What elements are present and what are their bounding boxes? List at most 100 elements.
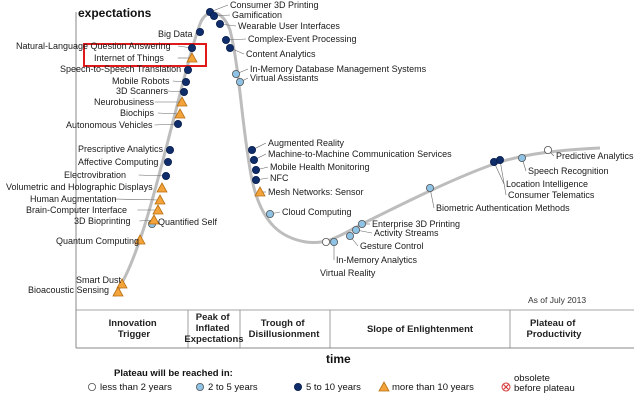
consumer-telematics-marker: [495, 155, 504, 164]
brain-computer-interface-label: Brain-Computer Interface: [26, 205, 127, 215]
augmented-reality-marker: [247, 145, 256, 154]
bioacoustic-sensing-label: Bioacoustic Sensing: [28, 285, 109, 295]
enterprise-3d-printing-label: Enterprise 3D Printing: [372, 219, 460, 229]
internet-of-things-highlight: [83, 43, 207, 67]
internet-of-things-marker: [186, 52, 198, 63]
in-memory-analytics-label: In-Memory Analytics: [336, 255, 418, 265]
mobile-health-monitoring-marker: [251, 165, 260, 174]
legend-5to10-label: 5 to 10 years: [306, 382, 361, 393]
phase-peak: Peak of Inflated Expectations: [184, 312, 243, 345]
activity-streams-marker: [351, 225, 360, 234]
affective-computing-marker: [163, 157, 172, 166]
electrovibration-label: Electrovibration: [64, 170, 126, 180]
wearable-user-interfaces-label: Wearable User Interfaces: [238, 21, 340, 31]
complex-event-processing-marker: [221, 36, 230, 45]
phase-innovation-trigger: Innovation Trigger: [109, 318, 160, 340]
gamification-marker: [209, 11, 218, 20]
in-memory-database-management-systems-label: In-Memory Database Management Systems: [250, 64, 427, 74]
as-of-date: As of July 2013: [528, 295, 586, 305]
machine-to-machine-communication-services-marker: [249, 155, 258, 164]
gesture-control-label: Gesture Control: [360, 241, 424, 251]
legend-5to10-marker: [293, 382, 302, 391]
consumer-3d-printing-label: Consumer 3D Printing: [230, 0, 319, 10]
virtual-assistants-marker: [235, 78, 244, 87]
cloud-computing-label: Cloud Computing: [282, 207, 352, 217]
big-data-marker: [195, 27, 204, 36]
speech-recognition-label: Speech Recognition: [528, 166, 609, 176]
biochips-marker: [174, 108, 186, 119]
volumetric-and-holographic-displays-marker: [156, 182, 168, 193]
speech-to-speech-translation-marker: [183, 66, 192, 75]
biometric-authentication-methods-label: Biometric Authentication Methods: [436, 203, 570, 213]
human-augmentation-marker: [154, 194, 166, 205]
smart-dust-marker: [116, 278, 128, 289]
legend-2to5-label: 2 to 5 years: [208, 382, 258, 393]
mobile-health-monitoring-label: Mobile Health Monitoring: [270, 162, 370, 172]
consumer-telematics-label: Consumer Telematics: [508, 190, 595, 200]
virtual-reality-marker: [321, 237, 330, 246]
enterprise-3d-printing-marker: [357, 219, 366, 228]
volumetric-and-holographic-displays-label: Volumetric and Holographic Displays: [6, 182, 153, 192]
prescriptive-analytics-marker: [165, 145, 174, 154]
wearable-user-interfaces-marker: [215, 19, 224, 28]
cloud-computing-marker: [265, 209, 274, 218]
location-intelligence-label: Location Intelligence: [506, 179, 588, 189]
phase-plateau: Plateau of Productivity: [527, 318, 583, 340]
mesh-networks-sensor-label: Mesh Networks: Sensor: [268, 187, 364, 197]
phase-trough: Trough of Disillusionment: [249, 318, 321, 340]
content-analytics-marker: [225, 44, 234, 53]
bioacoustic-sensing-marker: [112, 286, 124, 297]
mobile-robots-label: Mobile Robots: [112, 76, 170, 86]
electrovibration-marker: [161, 171, 170, 180]
human-augmentation-label: Human Augmentation: [30, 194, 117, 204]
virtual-assistants-label: Virtual Assistants: [250, 73, 319, 83]
natural-language-question-answering-label: Natural-Language Question Answering: [16, 41, 171, 51]
nfc-marker: [251, 175, 260, 184]
y-axis-title: expectations: [78, 6, 152, 20]
mobile-robots-marker: [181, 78, 190, 87]
hype-curve: [112, 11, 601, 297]
prescriptive-analytics-label: Prescriptive Analytics: [78, 144, 164, 154]
legend-obsolete-marker: [501, 382, 511, 392]
autonomous-vehicles-label: Autonomous Vehicles: [66, 120, 153, 130]
brain-computer-interface-marker: [152, 204, 164, 215]
legend-2to5-marker: [195, 382, 204, 391]
affective-computing-label: Affective Computing: [78, 157, 158, 167]
gamification-label: Gamification: [232, 10, 282, 20]
internet-of-things-label: Internet of Things: [94, 53, 164, 63]
biochips-leader: [157, 112, 181, 115]
gesture-control-marker: [345, 231, 354, 240]
quantified-self-label: Quantified Self: [158, 217, 218, 227]
3d-scanners-marker: [179, 88, 188, 97]
speech-recognition-marker: [518, 153, 527, 162]
natural-language-question-answering-marker: [187, 44, 196, 53]
augmented-reality-label: Augmented Reality: [268, 138, 345, 148]
in-memory-analytics-marker: [329, 237, 338, 246]
virtual-reality-label: Virtual Reality: [320, 268, 376, 278]
location-intelligence-leader: [493, 161, 505, 185]
phase-slope: Slope of Enlightenment: [367, 324, 474, 335]
nfc-label: NFC: [270, 173, 289, 183]
machine-to-machine-communication-services-label: Machine-to-Machine Communication Service…: [268, 149, 452, 159]
3d-bioprinting-marker: [148, 214, 160, 225]
quantum-computing-label: Quantum Computing: [56, 236, 139, 246]
legend-lt2-marker: [88, 382, 97, 391]
smart-dust-label: Smart Dust: [76, 275, 122, 285]
neurobusiness-label: Neurobusiness: [94, 97, 155, 107]
complex-event-processing-label: Complex-Event Processing: [248, 34, 357, 44]
biochips-label: Biochips: [120, 108, 155, 118]
biometric-authentication-methods-marker: [425, 183, 434, 192]
electrovibration-leader: [138, 174, 167, 177]
3d-scanners-label: 3D Scanners: [116, 86, 169, 96]
legend-gt10-marker: [378, 381, 390, 392]
legend-gt10-label: more than 10 years: [392, 382, 474, 393]
big-data-label: Big Data: [158, 29, 193, 39]
predictive-analytics-marker: [544, 145, 553, 154]
quantum-computing-marker: [134, 234, 146, 245]
in-memory-database-management-systems-marker: [231, 70, 240, 79]
mesh-networks-sensor-marker: [254, 186, 266, 197]
autonomous-vehicles-marker: [173, 120, 182, 129]
legend-title: Plateau will be reached in:: [114, 368, 233, 379]
